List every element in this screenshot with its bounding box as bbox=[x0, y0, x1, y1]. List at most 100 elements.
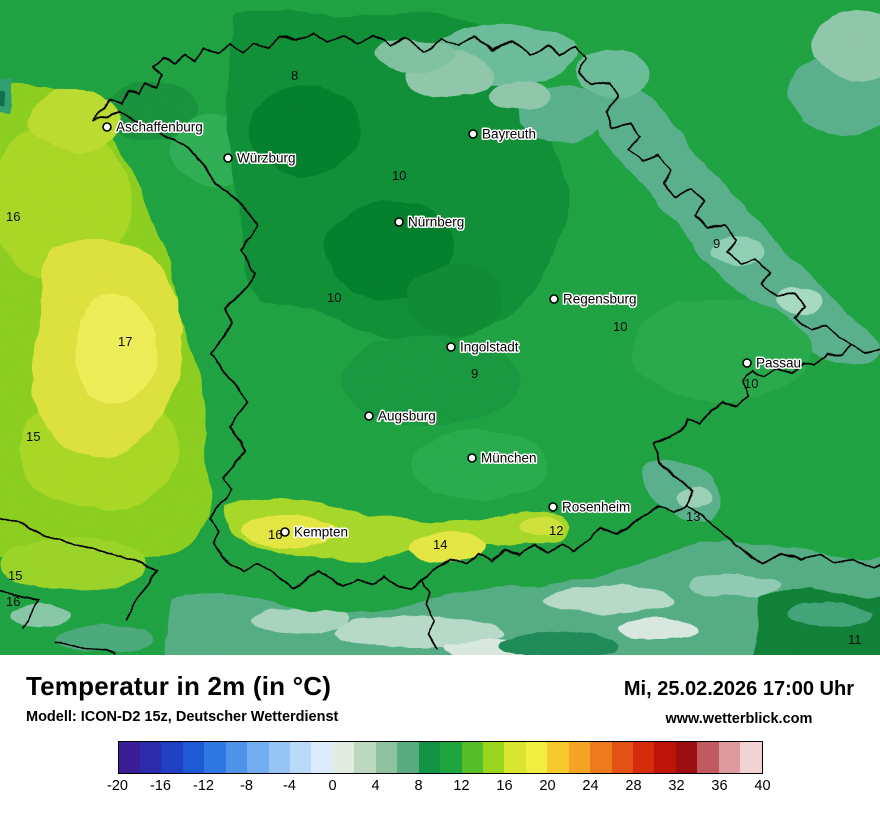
temperature-value: 10 bbox=[613, 319, 627, 334]
legend-tick-label: 28 bbox=[625, 778, 642, 794]
map-title: Temperatur in 2m (in °C) bbox=[26, 671, 332, 701]
legend-color-segment bbox=[139, 742, 162, 773]
city-marker: Aschaffenburg bbox=[102, 118, 204, 136]
legend-color-segment bbox=[654, 742, 676, 773]
city-dot bbox=[394, 217, 404, 227]
city-marker: Ingolstadt bbox=[446, 338, 520, 356]
legend-tick-label: 40 bbox=[754, 778, 771, 794]
legend-tick-row: -20 -16 -12 -8 -4 0 4 8 12 16 20 24 28 32 36 40 bbox=[107, 778, 771, 798]
valid-datetime: Mi, 25.02.2026 17:00 Uhr bbox=[623, 678, 854, 700]
city-marker: Passau bbox=[742, 354, 803, 372]
temperature-value: 8 bbox=[291, 68, 298, 83]
city-label: Aschaffenburg bbox=[116, 120, 203, 135]
legend-color-segment bbox=[440, 742, 462, 773]
city-marker: Augsburg bbox=[364, 407, 437, 425]
legend-color-segment bbox=[590, 742, 612, 773]
temperature-value: 14 bbox=[433, 537, 447, 552]
legend-tick-label: 36 bbox=[711, 778, 728, 794]
noise-overlay bbox=[0, 0, 880, 655]
legend-color-segment bbox=[182, 742, 205, 773]
temperature-legend: -20 -16 -12 -8 -4 0 4 8 12 16 20 24 28 32 36 40 bbox=[107, 741, 771, 798]
legend-tick-label: 12 bbox=[453, 778, 470, 794]
website-link[interactable]: www.wetterblick.com bbox=[665, 711, 813, 727]
map-area: 8 10 16 9 10 10 17 9 10 15 13 12 16 14 15 16 11 Aschaffe… bbox=[0, 0, 880, 655]
city-dot bbox=[102, 122, 112, 132]
legend-color-segment bbox=[332, 742, 355, 773]
map-footer: Temperatur in 2m (in °C) Modell: ICON-D2… bbox=[0, 655, 880, 727]
temperature-value: 9 bbox=[471, 366, 478, 381]
legend-tick-label: -4 bbox=[283, 778, 296, 794]
city-label: Kempten bbox=[294, 525, 348, 540]
temperature-value: 10 bbox=[327, 290, 341, 305]
city-label: Würzburg bbox=[237, 151, 296, 166]
temperature-value: 16 bbox=[268, 527, 282, 542]
temperature-labels: 8 10 16 9 10 10 17 9 10 15 13 12 16 14 15 16 11 bbox=[6, 68, 862, 647]
city-label: Bayreuth bbox=[482, 127, 536, 142]
bavaria-temperature-map: 8 10 16 9 10 10 17 9 10 15 13 12 16 14 15 16 11 Aschaffe… bbox=[0, 0, 880, 655]
temperature-value: 10 bbox=[744, 376, 758, 391]
city-label: Augsburg bbox=[378, 409, 436, 424]
legend-color-segment bbox=[547, 742, 569, 773]
temperature-value: 17 bbox=[118, 334, 132, 349]
legend-color-segment bbox=[740, 742, 762, 773]
temperature-value: 12 bbox=[549, 523, 563, 538]
footer-left: Temperatur in 2m (in °C) Modell: ICON-D2… bbox=[26, 671, 338, 725]
city-marker: Würzburg bbox=[223, 149, 297, 167]
city-dot bbox=[223, 153, 233, 163]
legend-color-segment bbox=[697, 742, 719, 773]
city-dot bbox=[364, 411, 374, 421]
legend-color-segment bbox=[718, 742, 741, 773]
legend-color-segment bbox=[375, 742, 398, 773]
city-label: Rosenheim bbox=[562, 500, 630, 515]
legend-color-segment bbox=[118, 742, 140, 773]
model-info: Modell: ICON-D2 15z, Deutscher Wetterdie… bbox=[26, 709, 339, 725]
legend-color-segment bbox=[354, 742, 376, 773]
city-dot bbox=[742, 358, 752, 368]
legend-tick-label: 32 bbox=[668, 778, 685, 794]
city-marker: Rosenheim bbox=[548, 498, 632, 516]
legend-color-segment bbox=[204, 742, 226, 773]
city-marker: Bayreuth bbox=[468, 125, 538, 143]
temperature-value: 13 bbox=[686, 509, 700, 524]
city-dot bbox=[548, 502, 558, 512]
city-label: Nürnberg bbox=[408, 215, 464, 230]
legend-tick-label: 4 bbox=[371, 778, 380, 794]
city-label: Ingolstadt bbox=[460, 340, 519, 355]
city-dot bbox=[280, 527, 290, 537]
legend-tick-label: -20 bbox=[107, 778, 128, 794]
footer-right: Mi, 25.02.2026 17:00 Uhr www.wetterblick… bbox=[624, 678, 854, 727]
legend-color-segment bbox=[568, 742, 591, 773]
legend-color-segment bbox=[482, 742, 505, 773]
legend-color-segment bbox=[290, 742, 312, 773]
temperature-value: 10 bbox=[392, 168, 406, 183]
legend-color-segment bbox=[633, 742, 655, 773]
temperature-value: 15 bbox=[8, 568, 22, 583]
legend-colorbar bbox=[117, 741, 763, 774]
legend-tick-label: 20 bbox=[539, 778, 556, 794]
legend-tick-label: 8 bbox=[414, 778, 423, 794]
city-marker: München bbox=[467, 449, 538, 467]
legend-color-segment bbox=[675, 742, 698, 773]
legend-color-segment bbox=[161, 742, 183, 773]
legend-tick-label: 0 bbox=[328, 778, 337, 794]
city-dot bbox=[446, 342, 456, 352]
city-label: Regensburg bbox=[563, 292, 637, 307]
temperature-value: 16 bbox=[6, 594, 20, 609]
temperature-value: 11 bbox=[848, 632, 862, 647]
legend-tick-label: 16 bbox=[496, 778, 513, 794]
legend-color-segment bbox=[311, 742, 333, 773]
temperature-value: 16 bbox=[6, 209, 20, 224]
legend-tick-label: -8 bbox=[240, 778, 253, 794]
legend-color-segment bbox=[225, 742, 248, 773]
legend-color-segment bbox=[397, 742, 419, 773]
city-dot bbox=[468, 129, 478, 139]
legend-tick-label: -16 bbox=[150, 778, 171, 794]
legend-color-segment bbox=[504, 742, 526, 773]
city-dot bbox=[467, 453, 477, 463]
city-marker: Kempten bbox=[280, 523, 350, 541]
legend-color-segment bbox=[525, 742, 548, 773]
city-label: München bbox=[481, 451, 537, 466]
legend-color-segment bbox=[461, 742, 483, 773]
legend-tick-label: -12 bbox=[193, 778, 214, 794]
